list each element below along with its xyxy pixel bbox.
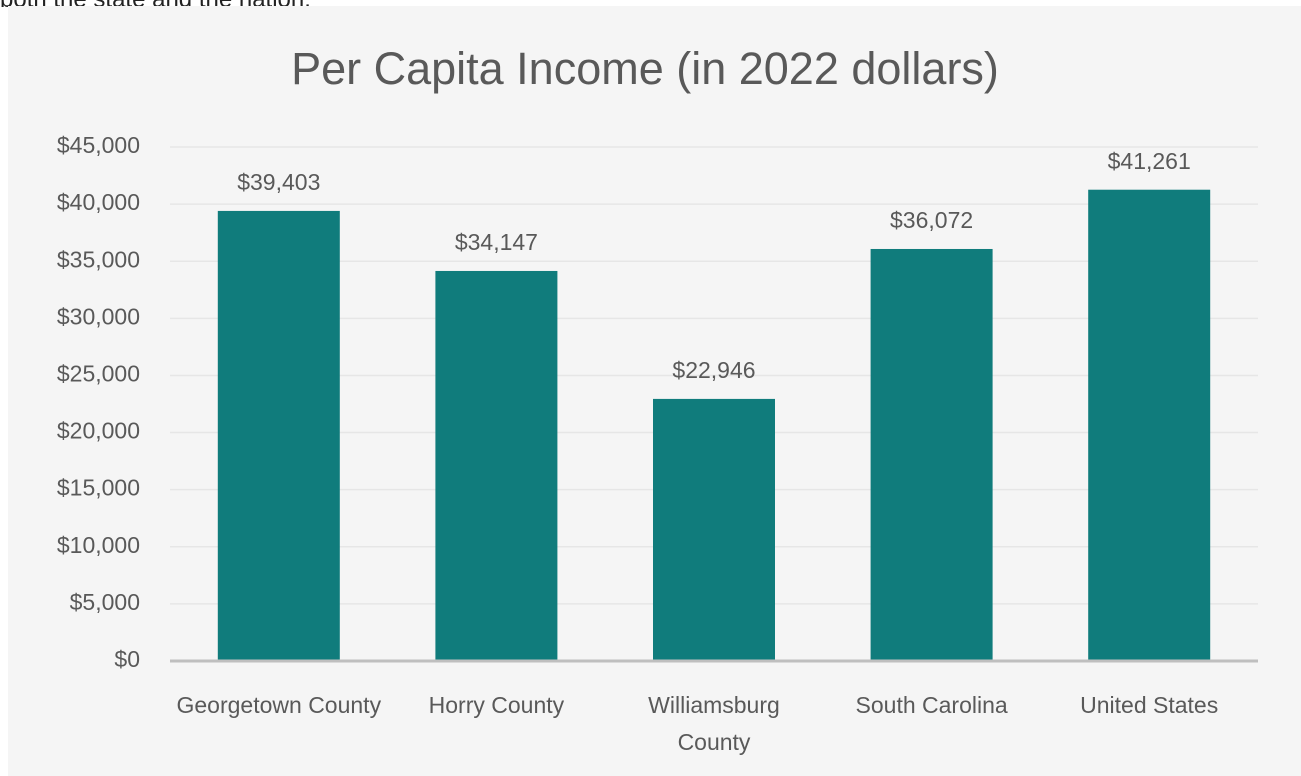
y-tick-label: $40,000 xyxy=(57,189,140,215)
bar xyxy=(217,210,340,661)
y-tick-label: $30,000 xyxy=(57,303,140,329)
y-tick-label: $35,000 xyxy=(57,246,140,272)
bar xyxy=(435,270,558,661)
value-label: $39,403 xyxy=(237,169,320,195)
y-tick-label: $15,000 xyxy=(57,475,140,501)
value-label: $34,147 xyxy=(455,229,538,255)
y-tick-label: $20,000 xyxy=(57,418,140,444)
bar xyxy=(1088,189,1211,661)
bar xyxy=(870,248,993,661)
bar xyxy=(653,398,775,661)
value-label: $41,261 xyxy=(1108,148,1191,174)
y-tick-label: $25,000 xyxy=(57,361,140,387)
y-tick-label: $0 xyxy=(114,646,140,672)
y-tick-label: $45,000 xyxy=(57,132,140,158)
x-tick-label: Williamsburg County xyxy=(648,692,780,755)
x-tick-label: United States xyxy=(1080,692,1219,718)
x-tick-label: Horry County xyxy=(428,692,565,718)
y-tick-label: $10,000 xyxy=(57,532,140,558)
x-tick-label: South Carolina xyxy=(855,692,1008,718)
value-label: $36,072 xyxy=(890,207,973,233)
chart-title: Per Capita Income (in 2022 dollars) xyxy=(291,43,999,94)
y-tick-label: $5,000 xyxy=(70,589,140,615)
value-label: $22,946 xyxy=(672,357,755,383)
x-tick-label: Georgetown County xyxy=(176,692,382,718)
